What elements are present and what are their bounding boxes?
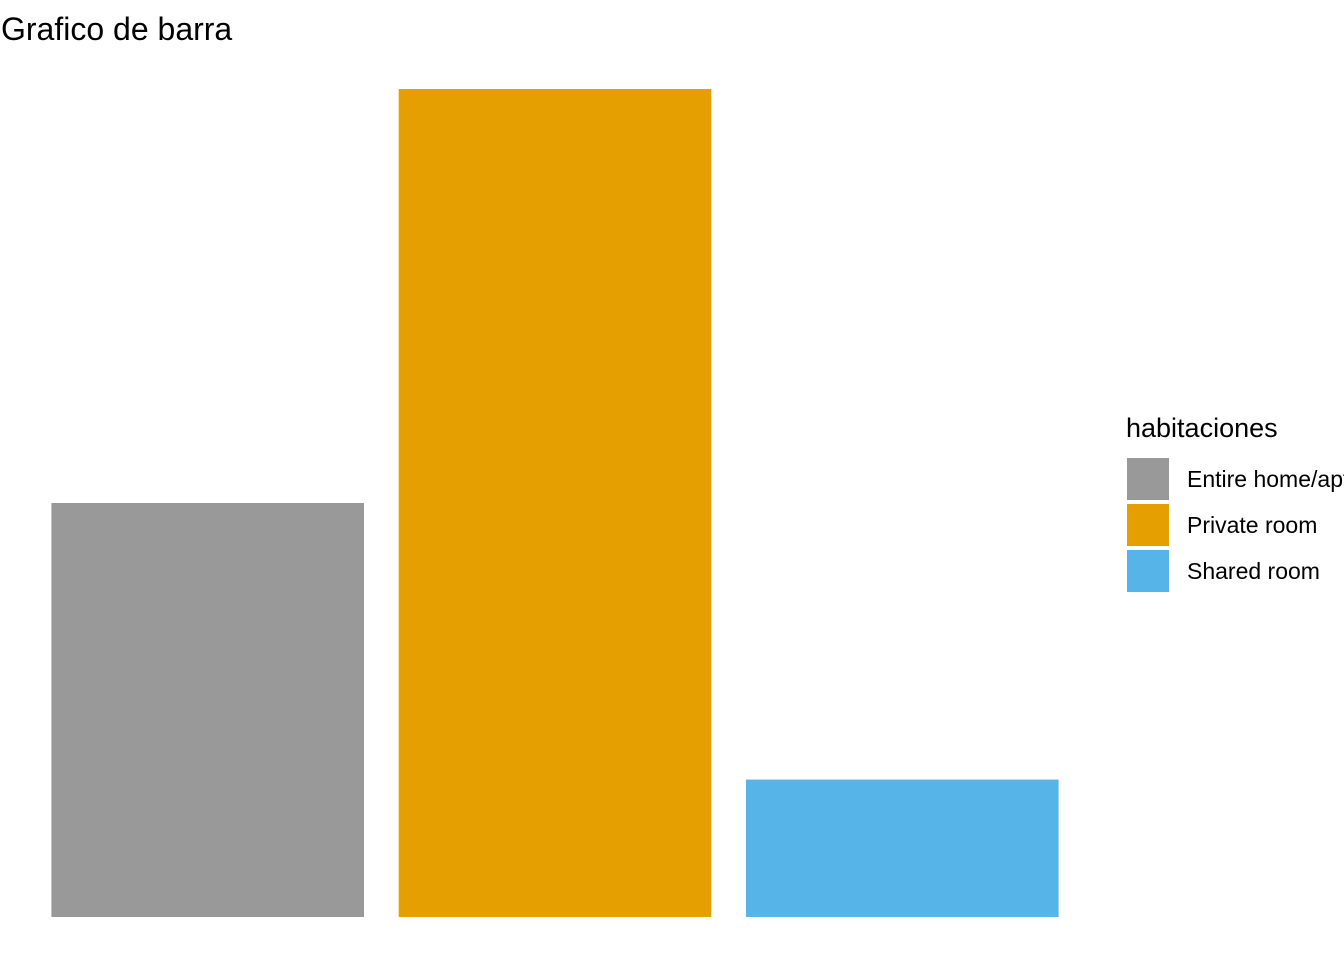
legend-swatch-shared-room (1127, 550, 1169, 592)
legend-label-entire-home: Entire home/apt (1187, 465, 1344, 492)
bar-private-room (398, 89, 712, 917)
legend-label-private-room: Private room (1187, 511, 1318, 538)
chart-title: Grafico de barra (1, 11, 233, 47)
legend-swatch-private-room (1127, 504, 1169, 546)
legend-item-shared-room: Shared room (1126, 548, 1344, 594)
legend: habitaciones Entire home/apt Private roo… (1126, 412, 1344, 594)
legend-title: habitaciones (1126, 413, 1278, 443)
legend-item-private-room: Private room (1126, 502, 1344, 548)
legend-label-shared-room: Shared room (1187, 557, 1320, 584)
legend-swatch-entire-home (1127, 458, 1169, 500)
legend-item-entire-home: Entire home/apt (1126, 456, 1344, 502)
bar-entire-home-apt (51, 503, 365, 917)
bar-shared-room (746, 779, 1059, 917)
